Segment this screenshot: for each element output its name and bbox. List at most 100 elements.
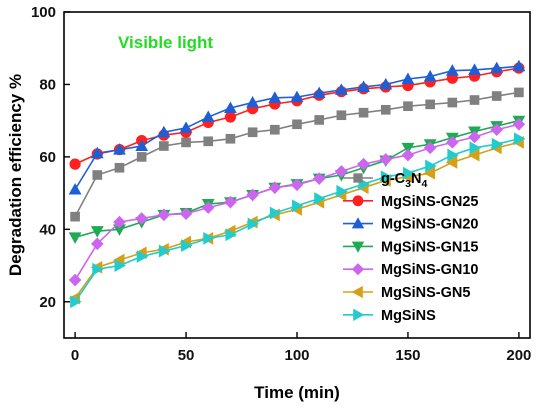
data-point bbox=[179, 207, 193, 221]
data-point bbox=[512, 59, 526, 72]
legend-marker bbox=[351, 263, 365, 276]
data-point bbox=[468, 130, 481, 144]
data-point bbox=[379, 153, 393, 166]
data-point bbox=[445, 155, 458, 169]
data-point bbox=[68, 273, 82, 287]
legend-item: MgSiNS-GN15 bbox=[343, 239, 479, 255]
y-tick-label: 60 bbox=[39, 149, 56, 166]
data-point bbox=[224, 195, 237, 209]
data-point bbox=[70, 295, 82, 309]
data-point bbox=[225, 133, 236, 144]
legend-item: MgSiNS bbox=[343, 308, 436, 324]
data-point bbox=[401, 148, 415, 162]
data-point bbox=[247, 127, 258, 138]
data-point bbox=[425, 159, 437, 173]
data-point bbox=[69, 158, 81, 170]
data-point bbox=[445, 64, 459, 76]
series-mgsins-gn10 bbox=[68, 118, 526, 287]
data-point bbox=[135, 212, 148, 225]
legend-item: MgSiNS-GN20 bbox=[343, 217, 479, 233]
legend-label: MgSiNS-GN10 bbox=[381, 262, 479, 278]
legend-item: g-C3N4 bbox=[343, 171, 428, 190]
data-point bbox=[379, 77, 393, 90]
data-point bbox=[290, 178, 304, 192]
data-point bbox=[268, 181, 282, 194]
data-point bbox=[201, 110, 215, 123]
data-point bbox=[114, 259, 127, 272]
legend-marker bbox=[353, 308, 365, 321]
data-point bbox=[401, 72, 415, 84]
legend-label: MgSiNS-GN20 bbox=[381, 217, 479, 233]
data-point bbox=[336, 110, 347, 121]
data-point bbox=[469, 95, 480, 105]
data-point bbox=[314, 115, 325, 125]
data-point bbox=[403, 101, 413, 111]
data-point bbox=[491, 91, 502, 101]
data-point bbox=[203, 136, 214, 147]
data-point bbox=[490, 61, 504, 74]
data-point bbox=[224, 111, 237, 123]
x-tick-label: 50 bbox=[178, 347, 195, 364]
data-point bbox=[467, 148, 480, 162]
data-point bbox=[402, 166, 415, 180]
data-point bbox=[181, 137, 191, 148]
data-point bbox=[312, 172, 326, 185]
data-point bbox=[290, 90, 304, 103]
data-point bbox=[447, 148, 459, 162]
legend-marker bbox=[351, 217, 365, 229]
x-tick-label: 100 bbox=[284, 347, 309, 364]
y-tick-label: 40 bbox=[39, 221, 56, 238]
data-point bbox=[380, 104, 391, 115]
data-point bbox=[446, 136, 459, 149]
data-point bbox=[90, 226, 104, 238]
data-point bbox=[90, 146, 104, 159]
data-point bbox=[225, 228, 237, 242]
visible-light-annotation: Visible light bbox=[118, 33, 213, 52]
data-point bbox=[335, 165, 348, 178]
data-point bbox=[358, 107, 369, 118]
data-point bbox=[514, 87, 524, 98]
data-point bbox=[92, 262, 104, 276]
data-point bbox=[292, 199, 304, 213]
series-g-c3n4 bbox=[70, 87, 524, 222]
data-point bbox=[269, 206, 282, 220]
data-point bbox=[68, 232, 82, 244]
legend: g-C3N4 MgSiNS-GN25 MgSiNS-GN20 MgSiNS-GN15 M… bbox=[343, 171, 479, 324]
data-point bbox=[247, 217, 260, 231]
data-point bbox=[70, 211, 80, 222]
data-point bbox=[181, 239, 193, 253]
data-point bbox=[357, 80, 370, 92]
data-point bbox=[135, 139, 149, 151]
data-point bbox=[157, 208, 171, 222]
data-point bbox=[269, 124, 280, 135]
series-layer bbox=[68, 59, 526, 309]
data-point bbox=[246, 96, 260, 108]
data-point bbox=[312, 86, 326, 99]
data-point bbox=[314, 192, 326, 205]
data-point bbox=[113, 143, 126, 155]
x-axis-title: Time (min) bbox=[254, 383, 340, 402]
data-point bbox=[157, 125, 171, 138]
tick-layer: 0 50 100 150 200 20 40 60 80 100 bbox=[31, 4, 531, 364]
data-point bbox=[357, 157, 370, 171]
legend-item: MgSiNS-GN5 bbox=[343, 285, 470, 301]
data-point bbox=[246, 188, 259, 202]
data-point bbox=[423, 141, 437, 155]
data-point bbox=[513, 132, 526, 146]
legend-label: MgSiNS-GN5 bbox=[381, 285, 470, 301]
data-point bbox=[159, 141, 169, 151]
data-point bbox=[380, 170, 393, 184]
data-point bbox=[201, 201, 215, 214]
y-tick-label: 20 bbox=[39, 294, 56, 311]
legend-label: MgSiNS bbox=[381, 308, 436, 324]
legend-marker bbox=[351, 285, 363, 299]
legend-label: g-C3N4 bbox=[381, 171, 428, 190]
series-mgsins-gn20 bbox=[68, 59, 526, 195]
legend-item: MgSiNS-GN10 bbox=[343, 262, 479, 278]
data-point bbox=[136, 152, 147, 162]
x-tick-label: 200 bbox=[506, 347, 531, 364]
data-point bbox=[91, 237, 104, 251]
data-point bbox=[423, 166, 436, 180]
data-point bbox=[68, 182, 82, 195]
legend-label: MgSiNS-GN25 bbox=[381, 194, 479, 210]
